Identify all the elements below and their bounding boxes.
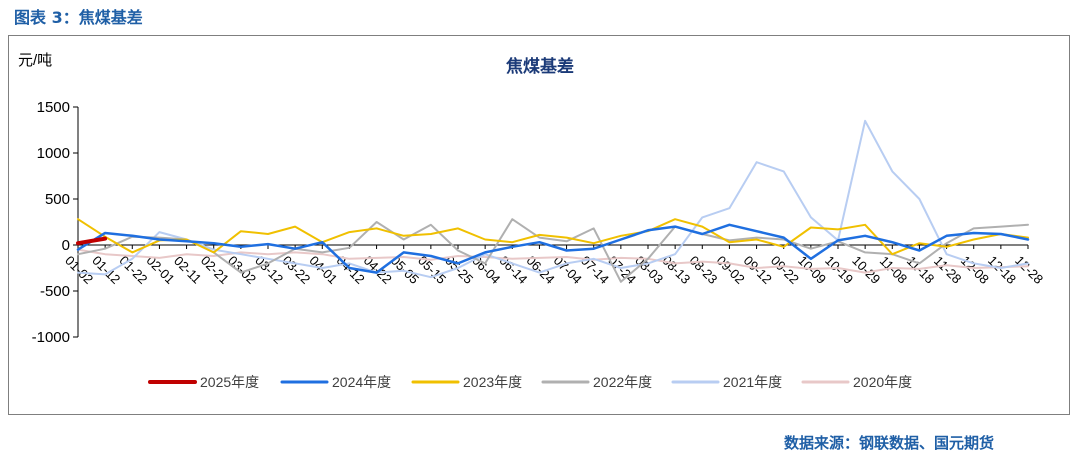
- x-tick-label: 04-01: [306, 253, 340, 287]
- legend-label: 2024年度: [332, 374, 391, 390]
- series-line: [77, 218, 1029, 283]
- figure-label: 图表 3：焦煤基差: [14, 8, 143, 27]
- y-tick-label: -500: [40, 283, 70, 300]
- series-line: [77, 119, 1029, 279]
- y-axis-label: 元/吨: [18, 52, 52, 69]
- x-tick-label: 09-02: [714, 253, 748, 287]
- legend-label: 2020年度: [853, 374, 912, 390]
- x-tick-label: 03-02: [225, 253, 259, 287]
- chart-frame: [8, 35, 1070, 415]
- x-tick-label: 12-28: [1012, 253, 1046, 287]
- chart-title: 焦煤基差: [505, 56, 574, 77]
- x-tick-label: 03-22: [279, 253, 313, 287]
- x-tick-label: 09-12: [741, 253, 775, 287]
- x-tick-label: 01-02: [62, 253, 96, 287]
- y-tick-label: 1000: [37, 145, 70, 162]
- axes: -1000-50005001000150001-0201-1201-2202-0…: [32, 99, 1047, 346]
- x-tick-label: 11-18: [904, 253, 937, 286]
- x-tick-label: 08-23: [686, 253, 720, 287]
- y-tick-label: 500: [45, 191, 70, 208]
- legend-label: 2025年度: [200, 374, 259, 390]
- x-tick-label: 12-18: [985, 253, 1019, 287]
- legend-label: 2022年度: [593, 374, 652, 390]
- legend-label: 2023年度: [463, 374, 522, 390]
- y-tick-label: -1000: [32, 329, 70, 346]
- y-tick-label: 0: [62, 237, 70, 254]
- series-line: [77, 218, 1029, 256]
- x-tick-label: 01-12: [89, 253, 123, 287]
- legend: 2025年度 2024年度 2023年度 2022年度 2021年度 2020年度: [148, 374, 912, 390]
- series-line: [76, 223, 1030, 274]
- x-tick-label: 12-08: [958, 253, 992, 287]
- source-note: 数据来源：钢联数据、国元期货: [783, 434, 994, 452]
- y-tick-label: 1500: [37, 99, 70, 116]
- x-tick-label: 02-21: [198, 253, 232, 287]
- x-tick-label: 09-22: [768, 253, 802, 287]
- series-lines: [76, 119, 1030, 283]
- x-tick-label: 02-11: [171, 253, 204, 286]
- legend-label: 2021年度: [723, 374, 782, 390]
- series-line: [76, 236, 108, 246]
